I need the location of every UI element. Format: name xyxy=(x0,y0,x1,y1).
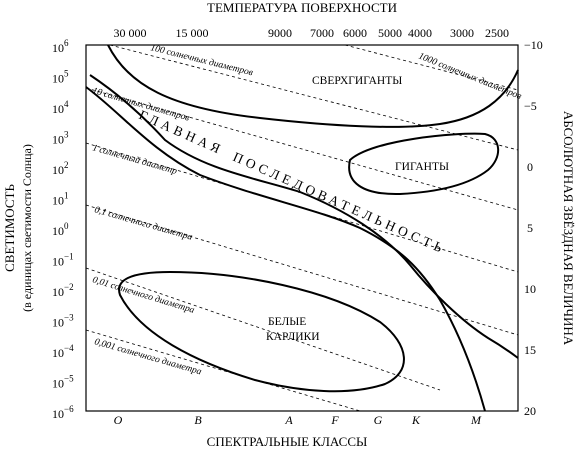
luminosity-axis-title: СВЕТИМОСТЬ xyxy=(2,184,17,272)
diameter-label-100: 100 солнечных диаметров xyxy=(149,42,254,78)
main-sequence-lower xyxy=(85,86,486,412)
diameter-label-1000: 1000 солнечных диаметров xyxy=(417,51,523,102)
luminosity-axis-subtitle: (в единицах светимости Солнца) xyxy=(20,144,34,312)
luminosity-tick-base: 10 xyxy=(52,163,64,177)
white-dwarfs-boundary xyxy=(118,270,405,393)
luminosity-tick-base: 10 xyxy=(52,255,64,269)
luminosity-tick: 106 xyxy=(52,38,69,55)
luminosity-tick-base: 10 xyxy=(52,194,64,208)
luminosity-tick: 10−6 xyxy=(52,404,74,421)
temperature-axis-title: ТЕМПЕРАТУРА ПОВЕРХНОСТИ xyxy=(207,0,397,15)
spectral-class: F xyxy=(330,413,339,427)
supergiants-boundary xyxy=(107,44,519,128)
temperature-tick: 5000 xyxy=(378,26,402,40)
luminosity-tick-base: 10 xyxy=(52,72,64,86)
spectral-class: B xyxy=(194,413,202,427)
luminosity-tick-exponent: 6 xyxy=(64,38,69,48)
spectral-axis: O B A F G K M СПЕКТРАЛЬНЫЕ КЛАССЫ xyxy=(114,413,482,449)
temperature-tick: 9000 xyxy=(268,26,292,40)
luminosity-tick-exponent: −3 xyxy=(64,313,74,323)
magnitude-tick: 0 xyxy=(527,160,533,174)
luminosity-tick: 100 xyxy=(52,221,69,238)
spectral-class: K xyxy=(411,413,421,427)
luminosity-tick-base: 10 xyxy=(52,316,64,330)
luminosity-tick: 10−4 xyxy=(52,343,74,360)
magnitude-tick: 20 xyxy=(524,404,536,418)
diameter-label-1: 1 солнечный диаметр xyxy=(91,142,178,177)
diameter-lines xyxy=(85,44,519,412)
luminosity-tick-exponent: 5 xyxy=(64,69,69,79)
luminosity-tick-exponent: 1 xyxy=(64,191,69,201)
luminosity-tick-exponent: −4 xyxy=(64,343,74,353)
plot-frame xyxy=(85,44,519,412)
luminosity-tick-base: 10 xyxy=(52,377,64,391)
luminosity-tick: 10−2 xyxy=(52,282,74,299)
spectral-class: O xyxy=(114,413,123,427)
diameter-label-0-001: 0,001 солнечного диаметра xyxy=(93,336,203,377)
luminosity-tick: 10−1 xyxy=(52,252,74,269)
magnitude-axis-title: АБСОЛЮТНАЯ ЗВЁЗДНАЯ ВЕЛИЧИНА xyxy=(561,111,576,346)
magnitude-tick: −5 xyxy=(524,99,537,113)
luminosity-tick: 10−3 xyxy=(52,313,74,330)
temperature-tick: 7000 xyxy=(310,26,334,40)
luminosity-tick: 101 xyxy=(52,191,69,208)
diameter-line-0-01 xyxy=(85,267,441,391)
spectral-class: G xyxy=(374,413,383,427)
magnitude-tick: −10 xyxy=(524,38,543,52)
giants-label: ГИГАНТЫ xyxy=(395,161,449,173)
region-outlines xyxy=(85,44,519,412)
temperature-tick: 30 000 xyxy=(114,26,147,40)
luminosity-tick: 10−5 xyxy=(52,374,74,391)
diameter-line-10 xyxy=(85,87,519,211)
luminosity-tick-base: 10 xyxy=(52,224,64,238)
temperature-tick: 15 000 xyxy=(176,26,209,40)
luminosity-tick-base: 10 xyxy=(52,346,64,360)
luminosity-tick-exponent: 0 xyxy=(64,221,69,231)
luminosity-tick-exponent: 3 xyxy=(64,130,69,140)
luminosity-tick-base: 10 xyxy=(52,407,64,421)
luminosity-tick: 102 xyxy=(52,160,69,177)
diameter-label-0-01: 0,01 солнечного диаметра xyxy=(91,274,196,316)
temperature-axis: ТЕМПЕРАТУРА ПОВЕРХНОСТИ 30 000 15 000 90… xyxy=(114,0,510,40)
spectral-class: M xyxy=(470,413,482,427)
luminosity-tick-exponent: −5 xyxy=(64,374,74,384)
luminosity-tick-exponent: 4 xyxy=(64,99,69,109)
luminosity-tick-exponent: 2 xyxy=(64,160,69,170)
magnitude-tick: 10 xyxy=(524,282,536,296)
main-sequence-upper xyxy=(89,74,519,359)
temperature-tick: 4000 xyxy=(408,26,432,40)
diameter-line-100 xyxy=(109,44,519,151)
luminosity-axis: СВЕТИМОСТЬ (в единицах светимости Солнца… xyxy=(2,38,74,421)
luminosity-tick-exponent: −6 xyxy=(64,404,74,414)
luminosity-tick: 103 xyxy=(52,130,69,147)
spectral-axis-title: СПЕКТРАЛЬНЫЕ КЛАССЫ xyxy=(207,434,368,449)
luminosity-tick: 105 xyxy=(52,69,69,86)
supergiants-label: СВЕРХГИГАНТЫ xyxy=(312,75,402,87)
luminosity-tick-exponent: −1 xyxy=(64,252,74,262)
temperature-tick: 2500 xyxy=(485,26,509,40)
giants-boundary xyxy=(348,132,500,196)
luminosity-tick-base: 10 xyxy=(52,102,64,116)
luminosity-tick-base: 10 xyxy=(52,133,64,147)
white-dwarfs-label-2: КАРЛИКИ xyxy=(266,331,320,343)
luminosity-tick-base: 10 xyxy=(52,41,64,55)
magnitude-tick: 5 xyxy=(527,221,533,235)
magnitude-tick: 15 xyxy=(524,343,536,357)
temperature-tick: 6000 xyxy=(343,26,367,40)
luminosity-tick-exponent: −2 xyxy=(64,282,74,292)
luminosity-tick-base: 10 xyxy=(52,285,64,299)
diameter-label-0-1: 0,1 солнечного диаметра xyxy=(93,204,194,243)
white-dwarfs-label-1: БЕЛЫЕ xyxy=(268,316,306,328)
luminosity-tick: 104 xyxy=(52,99,69,116)
temperature-tick: 3000 xyxy=(450,26,474,40)
magnitude-axis: АБСОЛЮТНАЯ ЗВЁЗДНАЯ ВЕЛИЧИНА −10 −5 0 5 … xyxy=(524,38,576,418)
spectral-class: A xyxy=(284,413,293,427)
